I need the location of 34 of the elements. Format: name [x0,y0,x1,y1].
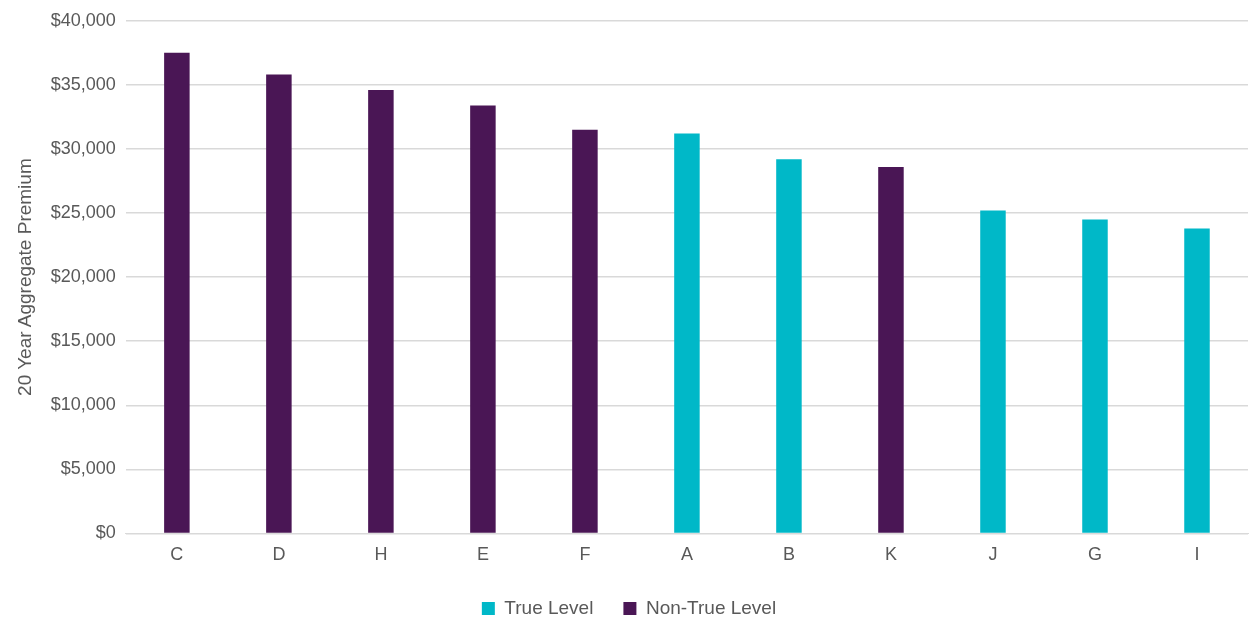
y-tick-label: $0 [95,522,116,543]
bar [164,52,190,533]
x-tick-label: K [884,544,897,565]
x-tick-label: I [1194,544,1200,565]
bar [878,166,904,533]
x-tick-label: B [782,544,795,565]
x-tick-label: E [476,544,489,565]
y-tick-label: $25,000 [50,201,116,222]
bar [1082,219,1108,533]
bar [674,133,700,533]
bar [368,90,394,533]
y-tick-label: $30,000 [50,137,116,158]
bar [470,105,496,533]
bar [980,210,1006,533]
bar [1184,228,1210,533]
x-tick-label: J [988,544,998,565]
x-tick-label: F [579,544,591,565]
y-tick-label: $15,000 [50,330,116,351]
y-tick-label: $10,000 [50,394,116,415]
y-tick-label: $40,000 [50,9,116,30]
x-tick-label: C [170,544,184,565]
y-tick-label: $20,000 [50,266,116,287]
bar [266,74,292,533]
y-tick-label: $35,000 [50,73,116,94]
x-tick-label: H [374,544,388,565]
bar [572,129,598,533]
x-tick-label: G [1087,544,1102,565]
legend-label: True Level [504,596,594,618]
x-tick-label: A [680,544,693,565]
y-axis-title: 20 Year Aggregate Premium [13,158,35,396]
legend-label: Non-True Level [645,596,777,618]
y-tick-label: $5,000 [60,458,116,479]
bar [776,159,802,533]
x-tick-label: D [272,544,286,565]
